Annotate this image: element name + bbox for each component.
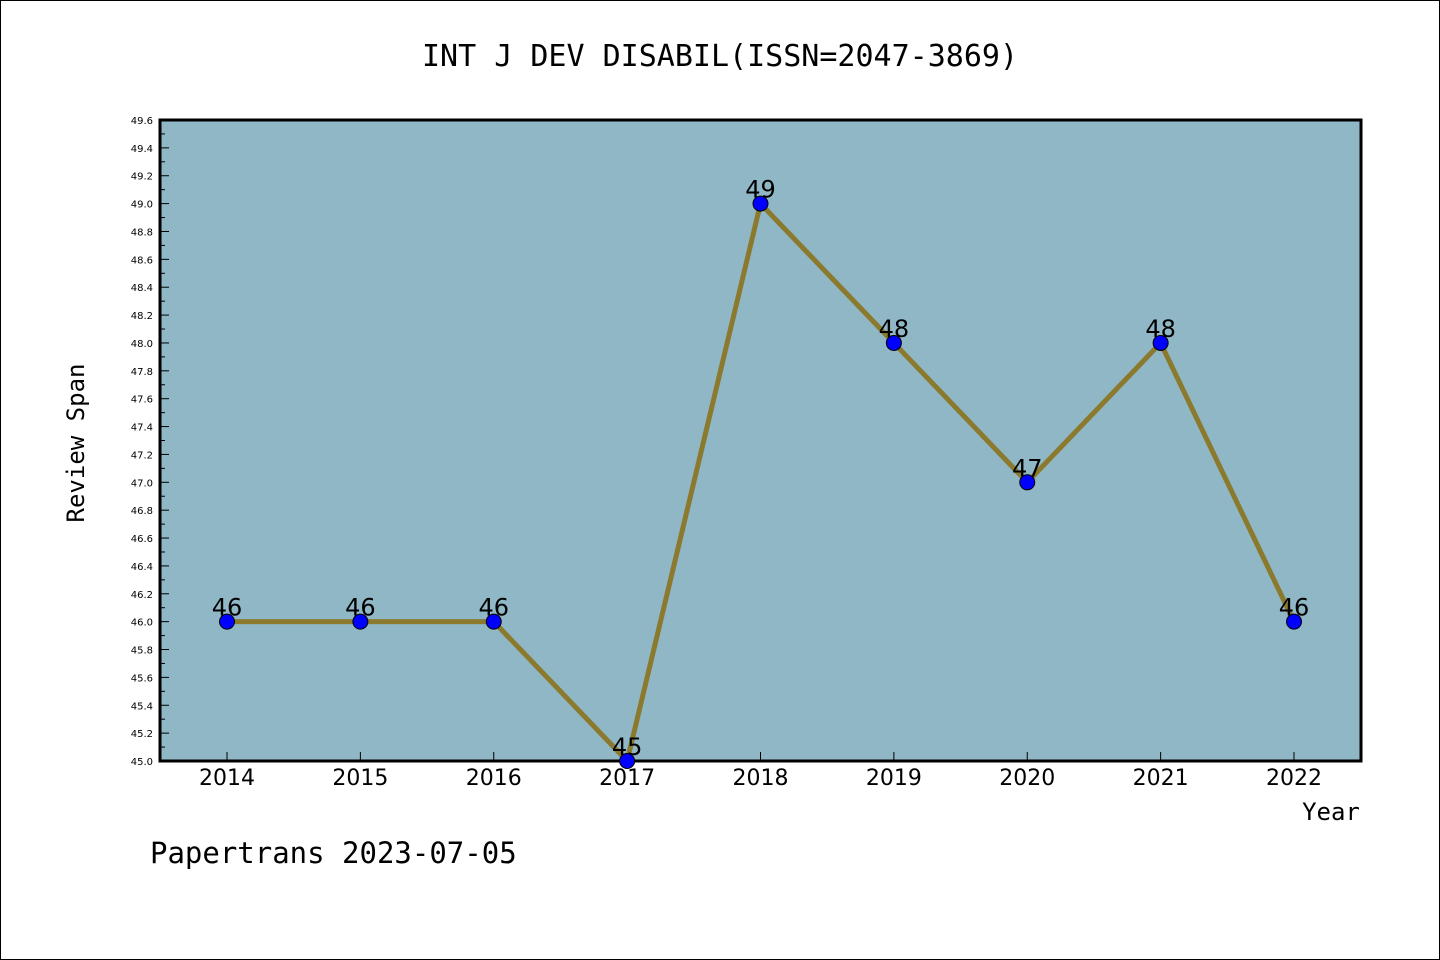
data-label: 48 — [1145, 315, 1176, 343]
data-point — [1152, 334, 1169, 351]
data-labels: 46 46 46 45 49 48 47 48 46 — [212, 176, 1310, 761]
data-point — [619, 753, 636, 769]
x-axis-label: Year — [1302, 798, 1360, 826]
y-axis: 45.0 45.2 45.4 45.6 45.8 46.0 46.2 46.4 46.6 46.8… — [131, 116, 169, 768]
y-tick-label: 45.2 — [131, 729, 153, 740]
y-tick-label: 47.2 — [131, 450, 153, 461]
y-tick-label: 45.6 — [131, 673, 153, 684]
data-point — [752, 195, 769, 212]
y-axis-label: Review Span — [62, 364, 90, 523]
y-tick-label: 46.8 — [131, 506, 153, 517]
data-point — [1286, 613, 1302, 630]
y-tick-label: 48.8 — [131, 227, 153, 238]
y-tick-label: 47.0 — [131, 478, 153, 489]
footer-text: Papertrans 2023-07-05 — [150, 836, 517, 870]
data-point — [485, 613, 502, 630]
data-point — [352, 613, 369, 630]
y-tick-label: 45.0 — [131, 757, 153, 768]
y-tick-label: 46.6 — [131, 534, 153, 545]
y-tick-label: 46.2 — [131, 590, 153, 601]
x-tick-label: 2022 — [1266, 766, 1322, 791]
chart-title: INT J DEV DISABIL(ISSN=2047-3869) — [422, 39, 1018, 74]
data-point — [1019, 474, 1036, 491]
y-tick-label: 46.0 — [131, 618, 153, 629]
y-tick-label: 49.4 — [131, 144, 153, 155]
y-tick-label: 48.2 — [131, 311, 153, 322]
y-tick-label: 47.4 — [131, 423, 153, 434]
y-tick-label: 48.0 — [131, 339, 153, 350]
data-label: 47 — [1012, 454, 1043, 482]
y-tick-label: 45.4 — [131, 701, 153, 712]
data-label: 46 — [478, 594, 509, 622]
y-tick-label: 45.8 — [131, 646, 153, 657]
data-label: 46 — [212, 594, 243, 622]
series-markers — [219, 195, 1302, 769]
x-tick-label: 2019 — [866, 766, 922, 791]
y-tick-label: 47.6 — [131, 395, 153, 406]
data-point — [219, 613, 235, 630]
x-tick-label: 2014 — [199, 766, 255, 791]
x-tick-label: 2016 — [466, 766, 522, 791]
y-tick-label: 49.0 — [131, 200, 153, 211]
plot-area — [158, 118, 1363, 763]
y-tick-label: 49.6 — [131, 116, 153, 127]
y-tick-label: 49.2 — [131, 172, 153, 183]
x-axis: 2014 2015 2016 2017 2018 2019 2020 2021 2022 — [199, 752, 1322, 791]
y-tick-label: 48.6 — [131, 255, 153, 266]
data-label: 49 — [745, 176, 776, 204]
data-label: 45 — [612, 733, 643, 761]
y-tick-label: 48.4 — [131, 283, 153, 294]
y-tick-label: 46.4 — [131, 562, 153, 573]
data-label: 46 — [345, 594, 376, 622]
x-tick-label: 2020 — [999, 766, 1055, 791]
x-tick-label: 2015 — [332, 766, 388, 791]
x-tick-label: 2017 — [599, 766, 655, 791]
data-label: 46 — [1279, 594, 1310, 622]
x-tick-label: 2021 — [1133, 766, 1189, 791]
data-label: 48 — [879, 315, 910, 343]
y-tick-label: 47.8 — [131, 367, 153, 378]
x-tick-label: 2018 — [733, 766, 789, 791]
data-point — [885, 334, 902, 351]
